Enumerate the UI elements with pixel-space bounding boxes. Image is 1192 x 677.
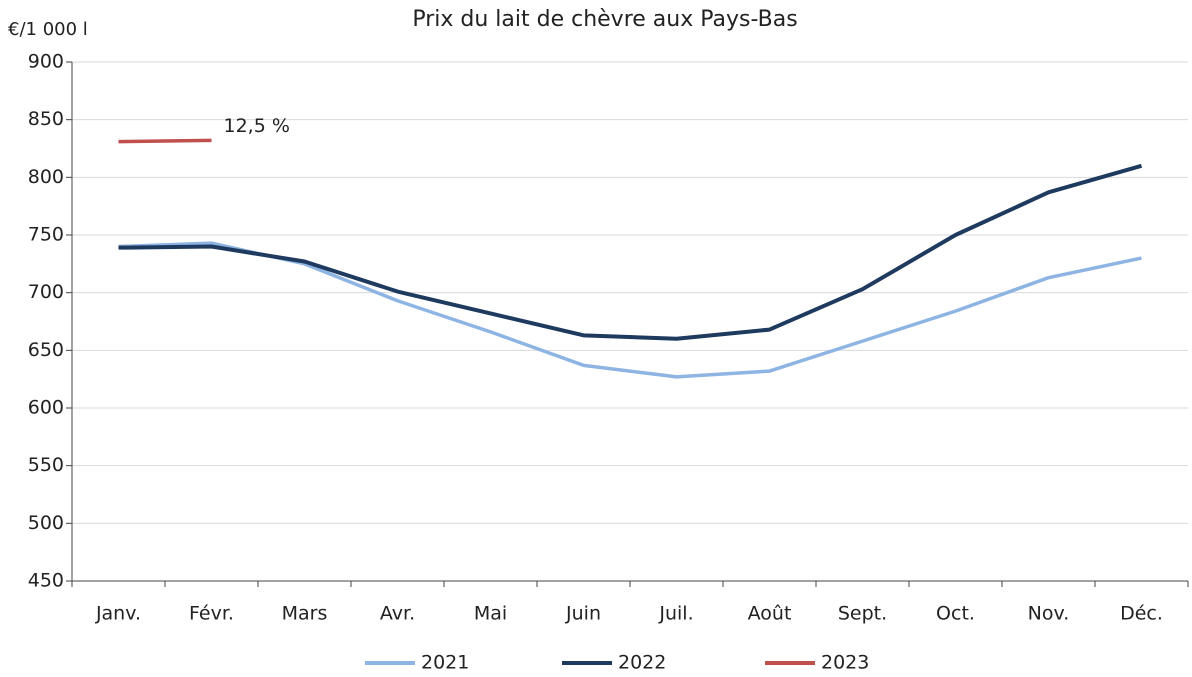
x-tick-label: Avr.: [380, 603, 415, 625]
y-tick-label: 850: [28, 108, 64, 130]
x-tick-label: Juil.: [658, 603, 693, 625]
y-tick-label: 700: [28, 281, 64, 303]
x-tick-label: Févr.: [189, 603, 234, 625]
x-tick-label: Mars: [282, 603, 328, 625]
legend-label: 2021: [421, 652, 469, 674]
x-tick-label: Nov.: [1028, 603, 1070, 625]
series-line: [118, 138, 212, 144]
y-tick-label: 600: [28, 397, 64, 419]
x-tick-label: Sept.: [838, 603, 887, 625]
x-tick-label: Janv.: [95, 603, 141, 625]
x-tick-label: Août: [748, 603, 792, 625]
y-tick-label: 900: [28, 51, 64, 73]
series-line: [118, 163, 1143, 341]
y-tick-label: 650: [28, 339, 64, 361]
y-axis-label: €/1 000 l: [8, 19, 88, 40]
series-line: [118, 241, 1142, 379]
x-tick-label: Mai: [474, 603, 507, 625]
y-tick-label: 800: [28, 166, 64, 188]
legend-label: 2022: [618, 652, 666, 674]
annotation: 12,5 %: [224, 115, 290, 137]
y-tick-label: 500: [28, 512, 64, 534]
x-tick-label: Juin: [565, 603, 601, 625]
y-tick-label: 450: [28, 570, 64, 592]
legend-label: 2023: [821, 652, 869, 674]
y-tick-label: 750: [28, 224, 64, 246]
x-tick-label: Déc.: [1120, 603, 1163, 625]
chart-title: Prix du lait de chèvre aux Pays-Bas: [412, 7, 797, 32]
x-tick-label: Oct.: [936, 603, 975, 625]
y-tick-label: 550: [28, 454, 64, 476]
